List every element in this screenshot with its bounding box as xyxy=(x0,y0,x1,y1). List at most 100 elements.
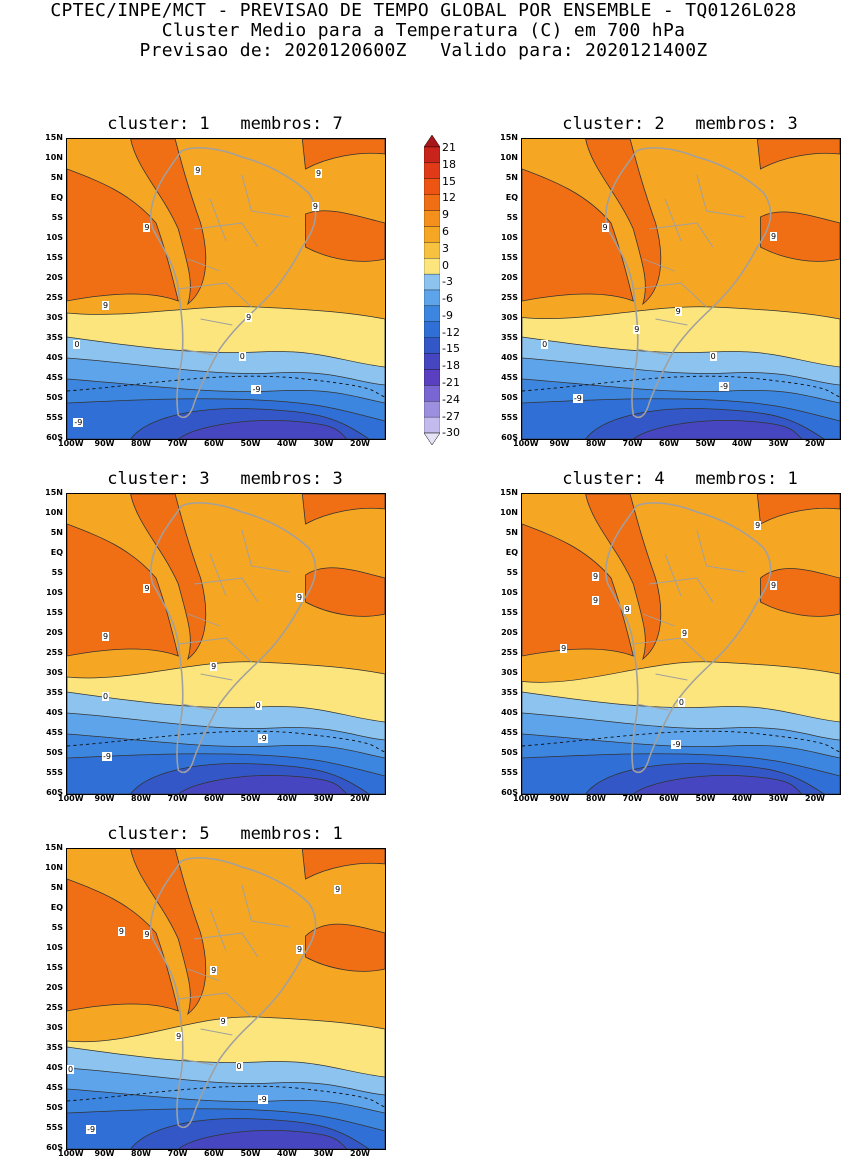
lat-tick-label: 10N xyxy=(500,508,518,517)
contour-label: 9 xyxy=(681,629,689,638)
border-line xyxy=(636,348,669,356)
contour-label: 0 xyxy=(709,352,717,361)
border-line xyxy=(664,198,682,242)
colorbar-arrow-bottom xyxy=(423,432,441,446)
border-line xyxy=(649,222,714,248)
panel-title: cluster: 3 membros: 3 xyxy=(107,469,343,489)
colorbar-level-label: -9 xyxy=(442,308,453,322)
colorbar-swatch xyxy=(423,401,441,418)
lon-tick-label: 40W xyxy=(277,439,297,448)
contour-band xyxy=(67,878,179,1012)
temperature-field xyxy=(67,139,385,439)
lon-tick-label: 50W xyxy=(240,794,261,803)
lon-tick-label: 30W xyxy=(313,794,334,803)
lat-tick-label: 55S xyxy=(46,1123,63,1132)
contour-label: -9 xyxy=(719,382,730,391)
contour-label: 9 xyxy=(175,1032,183,1041)
contour-band xyxy=(301,849,385,880)
colorbar: 21 18 15 12 9 6 3 0 -3 -6 -9 -12 -15 -18 -21 -24 -27 -30 xyxy=(423,134,474,446)
contour-label: 9 xyxy=(334,885,342,894)
border-line xyxy=(696,174,745,218)
header-line-1: CPTEC/INPE/MCT - PREVISAO DE TEMPO GLOBA… xyxy=(50,0,797,21)
contour-label: 9 xyxy=(219,1017,227,1026)
border-line xyxy=(241,884,290,928)
lon-tick-label: 80W xyxy=(586,439,606,448)
lat-tick-label: 5S xyxy=(506,213,518,222)
lat-tick-label: 35S xyxy=(501,688,518,697)
contour-label: 0 xyxy=(101,692,110,701)
colorbar-level-label: -27 xyxy=(442,409,460,423)
lon-tick-label: 50W xyxy=(240,1149,261,1158)
lat-tick-label: 5N xyxy=(50,173,63,182)
lat-tick-label: EQ xyxy=(50,548,63,557)
contour-band xyxy=(522,168,634,302)
colorbar-level-label: -15 xyxy=(442,342,460,356)
lat-tick-label: 15S xyxy=(46,963,63,972)
lat-tick-label: 20S xyxy=(46,983,63,992)
lon-tick-label: 30W xyxy=(313,1149,334,1158)
map-panel: 9 9 9 9 9 9 9 0 -9 xyxy=(521,493,841,795)
map-panel: 9 9 9 9 9 9 0 0 -9 -9 xyxy=(66,138,386,440)
lat-tick-label: 45S xyxy=(501,728,518,737)
lon-tick-label: 30W xyxy=(313,439,334,448)
contour-label: 9 xyxy=(601,223,609,232)
border-line xyxy=(181,1058,214,1066)
contour-label: 0 xyxy=(73,340,81,349)
lon-tick-label: 100W xyxy=(58,794,84,803)
lat-tick-label: 10N xyxy=(45,153,63,162)
contour-band xyxy=(632,420,803,439)
lat-tick-label: 20S xyxy=(46,273,63,282)
lat-tick-label: 50S xyxy=(46,1103,63,1112)
contour-label: -9 xyxy=(671,740,682,749)
lat-tick-label: 15N xyxy=(45,843,63,852)
contour-band xyxy=(585,494,662,661)
continent-outline xyxy=(150,147,317,419)
lon-tick-label: 20W xyxy=(350,1149,370,1158)
lat-tick-label: 40S xyxy=(46,1063,63,1072)
contour-label: 9 xyxy=(101,301,110,310)
temperature-field xyxy=(522,139,840,439)
lon-tick-label: 40W xyxy=(732,439,752,448)
colorbar-arrow-top xyxy=(423,134,441,148)
lat-tick-label: 40S xyxy=(501,353,518,362)
lat-tick-label: 15S xyxy=(501,608,518,617)
colorbar-swatch xyxy=(423,385,441,402)
lon-tick-label: 70W xyxy=(167,439,188,448)
contour-label: 9 xyxy=(143,930,151,939)
colorbar-level-label: -30 xyxy=(442,426,460,440)
lon-tick-label: 100W xyxy=(513,439,539,448)
contour-label: 9 xyxy=(674,307,682,316)
lat-tick-label: 50S xyxy=(46,748,63,757)
contour-band xyxy=(177,775,348,794)
lon-tick-label: 50W xyxy=(695,794,716,803)
lon-tick-label: 30W xyxy=(768,794,789,803)
lon-tick-label: 90W xyxy=(94,1149,115,1158)
temperature-field xyxy=(67,849,385,1149)
contour-band xyxy=(760,568,840,617)
border-line xyxy=(633,282,707,308)
contour-label: -9 xyxy=(101,752,112,761)
lon-tick-label: 20W xyxy=(350,439,370,448)
contour-band xyxy=(585,139,662,306)
border-line xyxy=(241,529,290,573)
border-line xyxy=(194,222,259,248)
colorbar-swatch xyxy=(423,146,441,164)
lat-tick-label: 5S xyxy=(51,568,63,577)
lon-tick-label: 90W xyxy=(549,794,570,803)
contour-band xyxy=(177,1130,348,1149)
contour-band xyxy=(632,775,803,794)
colorbar-level-label: 18 xyxy=(442,157,456,171)
border-line xyxy=(664,553,682,597)
colorbar-swatch xyxy=(423,242,441,259)
panel-title: cluster: 5 membros: 1 xyxy=(107,824,343,844)
colorbar-level-label: -24 xyxy=(442,392,460,406)
dashed-contour xyxy=(522,730,840,753)
lon-tick-label: 60W xyxy=(204,794,224,803)
colorbar-swatch xyxy=(423,258,441,275)
contour-label: 9 xyxy=(295,593,304,602)
contour-label: 9 xyxy=(623,605,631,614)
map-panel: 9 9 9 9 0 0 -9 -9 xyxy=(521,138,841,440)
colorbar-swatch xyxy=(423,289,441,307)
border-line xyxy=(241,174,290,218)
lat-tick-label: 10S xyxy=(46,943,63,952)
